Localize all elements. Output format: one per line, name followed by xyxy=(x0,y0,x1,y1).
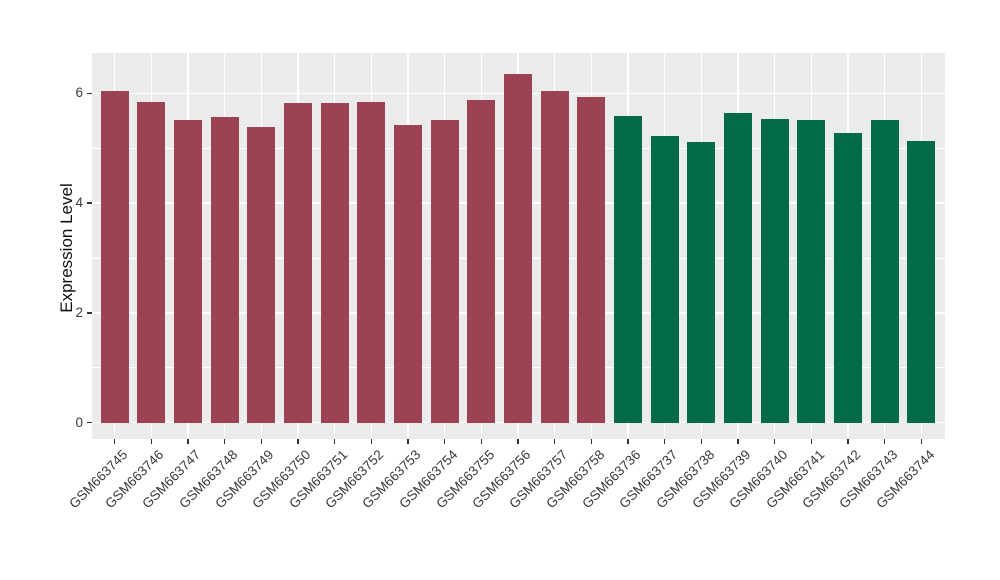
bar-GSM663752 xyxy=(357,102,386,423)
bar-GSM663736 xyxy=(614,115,643,423)
x-axis-tick xyxy=(700,439,703,444)
bar-GSM663741 xyxy=(797,120,826,423)
x-axis-tick xyxy=(664,439,666,444)
bar-GSM663757 xyxy=(540,91,569,423)
x-axis-tick xyxy=(370,439,372,444)
horizontal-major-gridline xyxy=(92,421,945,424)
bar-GSM663758 xyxy=(577,97,606,423)
bar-GSM663750 xyxy=(283,102,312,423)
x-axis-tick xyxy=(517,439,519,444)
x-axis-tick xyxy=(480,439,482,444)
bar-GSM663749 xyxy=(247,127,276,423)
x-axis-tick xyxy=(884,439,886,444)
x-axis-tick xyxy=(627,439,629,444)
bar-GSM663756 xyxy=(503,74,532,423)
y-axis-tick xyxy=(87,422,92,424)
x-axis-tick xyxy=(297,439,299,444)
bar-GSM663745 xyxy=(100,90,129,423)
x-axis-tick xyxy=(590,439,592,444)
bar-GSM663754 xyxy=(430,120,459,423)
bar-GSM663738 xyxy=(687,141,716,423)
bar-GSM663744 xyxy=(907,141,936,423)
y-axis-tick xyxy=(87,202,92,204)
bar-GSM663737 xyxy=(650,136,679,423)
x-axis-tick xyxy=(443,439,446,444)
x-axis-tick xyxy=(187,439,189,444)
bar-GSM663747 xyxy=(173,120,202,423)
bar-GSM663748 xyxy=(210,116,239,423)
x-axis-tick xyxy=(260,439,262,444)
x-axis-tick xyxy=(920,439,923,444)
bar-GSM663755 xyxy=(467,99,496,423)
y-tick-label: 4 xyxy=(75,195,83,211)
y-tick-label: 2 xyxy=(75,304,83,320)
x-axis-tick xyxy=(847,439,849,444)
bar-GSM663743 xyxy=(870,120,899,423)
bar-GSM663746 xyxy=(137,102,166,423)
plot-panel xyxy=(92,53,945,439)
bar-GSM663740 xyxy=(760,119,789,423)
bar-GSM663739 xyxy=(724,112,753,423)
bar-GSM663751 xyxy=(320,102,349,423)
x-axis-tick xyxy=(407,439,409,444)
x-axis-tick xyxy=(333,439,336,444)
y-tick-label: 0 xyxy=(75,414,83,430)
x-axis-tick xyxy=(810,439,813,444)
y-axis-tick xyxy=(87,92,92,94)
bar-GSM663753 xyxy=(393,125,422,423)
x-axis-tick xyxy=(737,439,739,444)
x-axis-tick xyxy=(774,439,776,444)
y-axis-tick xyxy=(87,312,92,314)
y-tick-label: 6 xyxy=(75,85,83,101)
x-axis-tick xyxy=(113,439,116,444)
x-axis-tick xyxy=(223,439,226,444)
x-axis-tick xyxy=(554,439,556,444)
x-axis-tick xyxy=(150,439,152,444)
bar-GSM663742 xyxy=(834,133,863,423)
